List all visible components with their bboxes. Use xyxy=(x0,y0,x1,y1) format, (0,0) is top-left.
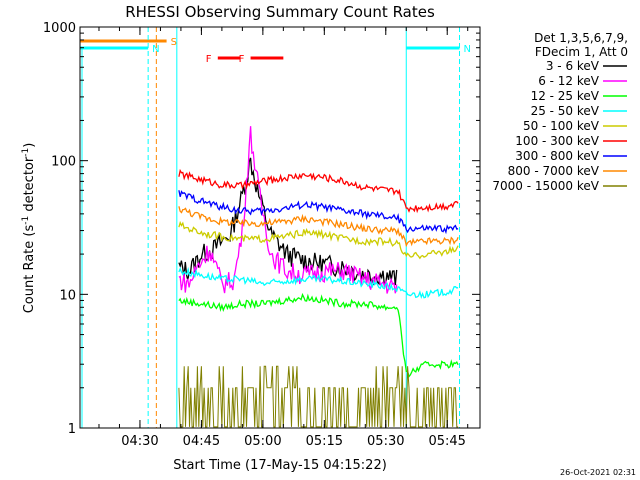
plot-frame xyxy=(79,26,481,429)
y-tick-label: 10 xyxy=(59,288,76,303)
series-line-3 xyxy=(178,266,459,299)
y-tick-label: 1 xyxy=(68,422,76,437)
flag-label-f-3: F xyxy=(206,54,212,65)
series-line-6 xyxy=(178,190,459,235)
plot-area: S N N F F 1 10 100 1000 04:30 04:45 05:00 05:15 05:30… xyxy=(43,21,481,449)
series-line-4 xyxy=(178,220,459,260)
x-tick-label: 04:30 xyxy=(121,434,158,449)
x-axis-label: Start Time (17-May-15 04:15:22) xyxy=(173,458,387,473)
flag-label-f-4: F xyxy=(239,54,245,65)
legend-header-line: Det 1,3,5,6,7,9, xyxy=(534,31,628,45)
series-line-2 xyxy=(178,292,459,378)
generation-timestamp: 26-Oct-2021 02:31 xyxy=(560,468,636,477)
legend: Det 1,3,5,6,7,9,FDecim 1, Att 03 - 6 keV… xyxy=(492,31,628,193)
x-tick-label: 05:45 xyxy=(428,434,465,449)
flag-label-n-2: N xyxy=(464,44,471,55)
legend-entry-label: 100 - 300 keV xyxy=(515,134,599,148)
y-tick-label: 1000 xyxy=(43,21,76,36)
legend-header-line: FDecim 1, Att 0 xyxy=(535,45,628,59)
legend-entry-label: 3 - 6 keV xyxy=(546,59,600,73)
y-axis-label: Count Rate (s-1 detector-1) xyxy=(21,143,37,314)
x-tick-label: 05:00 xyxy=(244,434,281,449)
x-tick-label: 05:15 xyxy=(306,434,343,449)
legend-entry-label: 50 - 100 keV xyxy=(523,119,600,133)
flag-label-s-0: S xyxy=(171,37,177,48)
chart-title: RHESSI Observing Summary Count Rates xyxy=(125,3,435,21)
flag-label-n-1: N xyxy=(152,44,159,55)
legend-entry-label: 800 - 7000 keV xyxy=(508,164,600,178)
y-tick-label: 100 xyxy=(51,155,76,170)
y-axis-label-sup2: -1 xyxy=(21,148,31,157)
series-line-7 xyxy=(178,206,459,248)
series-line-8 xyxy=(178,365,459,428)
legend-entry-label: 300 - 800 keV xyxy=(515,149,599,163)
legend-entry-label: 25 - 50 keV xyxy=(531,104,600,118)
x-tick-label: 04:45 xyxy=(183,434,220,449)
series-line-5 xyxy=(178,168,459,214)
x-tick-label: 05:30 xyxy=(367,434,404,449)
legend-entry-label: 7000 - 15000 keV xyxy=(492,179,599,193)
legend-entry-label: 12 - 25 keV xyxy=(531,89,600,103)
legend-entry-label: 6 - 12 keV xyxy=(538,74,600,88)
y-axis-label-sup1: -1 xyxy=(21,216,31,225)
series-line-1 xyxy=(178,126,398,294)
